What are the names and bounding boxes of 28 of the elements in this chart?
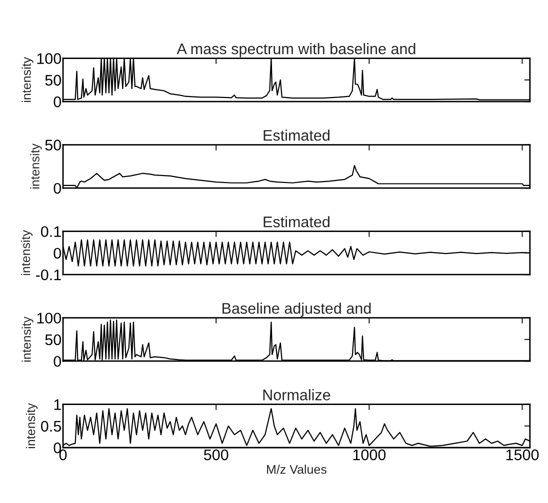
y-tick-label: 0 [54, 248, 62, 259]
y-axis-title: intensity [22, 316, 34, 362]
y-tick-label: 50 [45, 140, 62, 150]
x-axis-title: M/z Values [267, 464, 326, 474]
y-tick-label: 0 [54, 96, 62, 108]
chart-title: A mass spectrum with baseline and [176, 43, 416, 58]
y-tick-label: 0.5 [40, 420, 61, 432]
y-tick-label: 50 [45, 334, 62, 346]
y-tick-label: 100 [37, 53, 62, 64]
chart-title: Normalize [263, 389, 330, 400]
y-tick-label: 0 [54, 182, 62, 194]
y-tick-label: 0 [54, 356, 62, 367]
y-tick-label: 100 [37, 312, 62, 324]
x-tick-label: 500 [204, 449, 228, 460]
y-axis-title: intensity [26, 403, 38, 448]
chart-title: Baseline adjusted and [222, 302, 371, 317]
x-tick-label: 1500 [506, 449, 539, 460]
chart-title: Estimated [264, 216, 330, 228]
chart-title: Estimated [264, 130, 330, 141]
y-tick-label: 50 [45, 74, 62, 86]
y-tick-label: -0.1 [36, 269, 61, 280]
y-tick-label: 1 [54, 399, 61, 410]
y-axis-title: intensity [30, 144, 42, 189]
y-axis-title: intensity [22, 57, 34, 102]
y-axis-title: intensity [20, 230, 33, 276]
y-tick-label: 0.1 [40, 226, 61, 238]
y-tick-label: 0 [54, 442, 62, 454]
x-tick-label: 1000 [353, 449, 386, 460]
